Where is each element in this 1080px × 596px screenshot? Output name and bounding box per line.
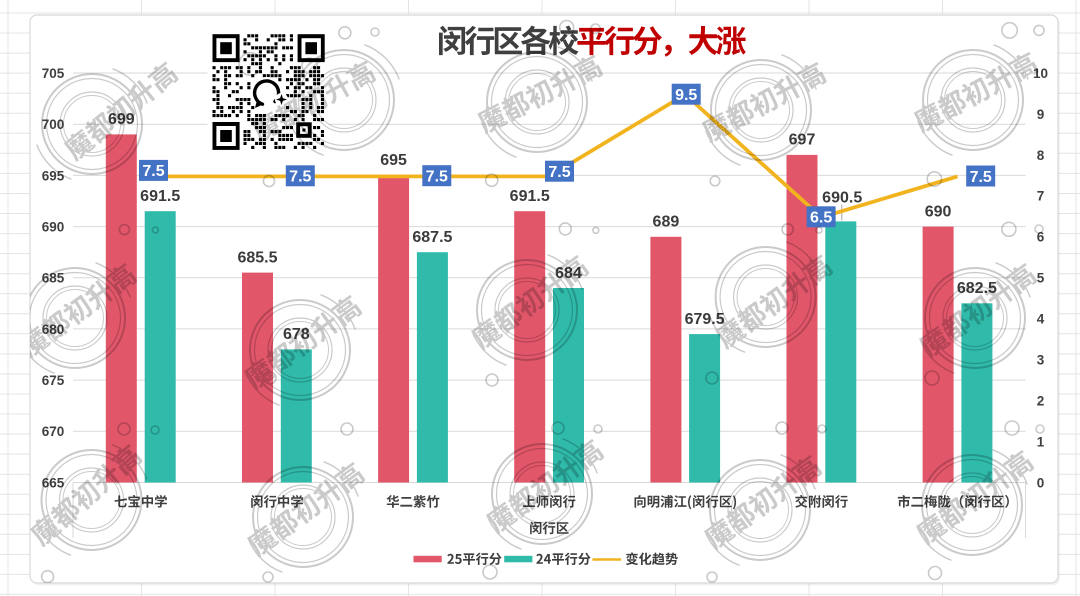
svg-text:675: 675	[42, 373, 65, 388]
svg-text:0: 0	[1037, 475, 1045, 490]
svg-text:8: 8	[1037, 148, 1045, 163]
svg-text:7.5: 7.5	[289, 169, 311, 186]
svg-text:9.5: 9.5	[675, 87, 697, 104]
svg-text:2: 2	[1037, 394, 1045, 409]
svg-text:679.5: 679.5	[685, 311, 725, 328]
svg-text:670: 670	[42, 424, 65, 439]
svg-text:690.5: 690.5	[822, 189, 862, 206]
svg-text:695: 695	[42, 168, 65, 183]
svg-text:687.5: 687.5	[412, 229, 452, 246]
svg-text:3: 3	[1037, 353, 1045, 368]
svg-text:695: 695	[380, 152, 407, 169]
svg-text:689: 689	[653, 214, 680, 231]
svg-text:1: 1	[1037, 434, 1045, 449]
svg-text:5: 5	[1037, 271, 1045, 286]
svg-text:7.5: 7.5	[426, 169, 448, 186]
svg-text:705: 705	[42, 66, 65, 81]
svg-text:7.5: 7.5	[142, 163, 164, 180]
svg-text:6.5: 6.5	[810, 210, 832, 227]
svg-text:690: 690	[925, 203, 952, 220]
svg-text:9: 9	[1037, 107, 1045, 122]
svg-text:4: 4	[1037, 312, 1045, 327]
svg-text:6: 6	[1037, 230, 1045, 245]
svg-text:691.5: 691.5	[140, 188, 180, 205]
svg-text:7: 7	[1037, 189, 1045, 204]
svg-text:690: 690	[42, 220, 65, 235]
svg-text:7.5: 7.5	[970, 169, 992, 186]
svg-text:700: 700	[42, 117, 65, 132]
svg-text:7.5: 7.5	[548, 164, 570, 181]
svg-text:685.5: 685.5	[237, 249, 277, 266]
svg-text:691.5: 691.5	[510, 188, 550, 205]
